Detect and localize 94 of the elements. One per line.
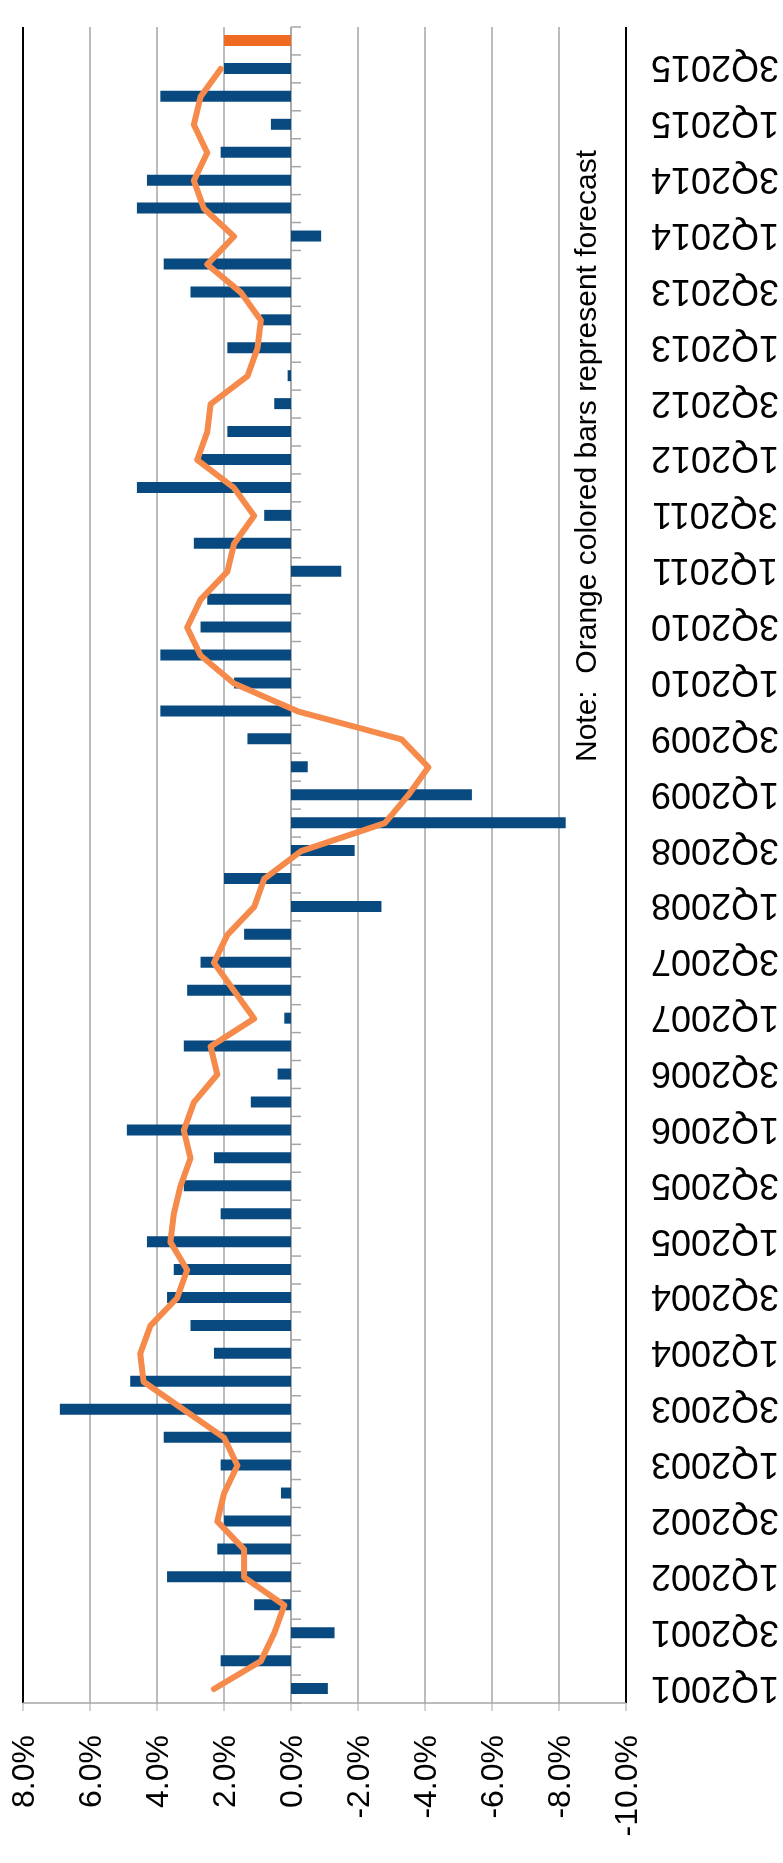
bar <box>190 1319 291 1331</box>
y-tick-label: 1Q2007 <box>650 998 780 1040</box>
bar <box>190 286 291 298</box>
x-tick-label: 4.0% <box>139 1735 175 1808</box>
bar <box>291 761 308 773</box>
bar <box>146 1236 291 1248</box>
y-tick-label: 3Q2002 <box>650 1500 780 1542</box>
bar <box>291 565 342 577</box>
x-tick-label: -4.0% <box>407 1735 443 1819</box>
bar <box>183 1180 291 1192</box>
y-tick-label: 1Q2009 <box>650 774 780 816</box>
y-tick-label: 1Q2004 <box>650 1333 780 1375</box>
bar <box>187 984 291 996</box>
bar <box>200 956 291 968</box>
bar <box>270 118 291 130</box>
bar <box>163 258 291 270</box>
bar <box>126 1124 291 1136</box>
bar <box>224 35 291 46</box>
x-tick-label: -6.0% <box>474 1735 510 1819</box>
x-tick-label: 2.0% <box>206 1735 242 1808</box>
bar <box>213 1347 291 1359</box>
bar <box>220 146 291 158</box>
bar <box>220 1208 291 1220</box>
y-tick-label: 3Q2012 <box>650 383 780 425</box>
bar <box>167 1292 291 1303</box>
x-tick-label: -10.0% <box>608 1735 644 1837</box>
bar <box>160 90 291 102</box>
bar <box>163 1431 291 1443</box>
y-tick-label: 3Q2007 <box>650 942 780 984</box>
bar <box>277 1068 291 1080</box>
bar <box>291 1683 328 1695</box>
bar <box>183 1040 291 1052</box>
x-tick-label: 6.0% <box>72 1735 108 1808</box>
bar <box>130 1375 291 1387</box>
y-tick-label: 3Q2003 <box>650 1389 780 1431</box>
bar <box>217 1543 291 1555</box>
bar <box>146 174 291 186</box>
bar <box>284 1012 291 1024</box>
bar <box>291 900 382 912</box>
annotation: Note: Orange colored bars represent forecast <box>568 149 602 762</box>
bar <box>291 1627 335 1639</box>
bar <box>193 537 291 549</box>
x-tick-label: -2.0% <box>340 1735 376 1819</box>
y-tick-label: 3Q2006 <box>650 1054 780 1095</box>
y-tick-label: 1Q2015 <box>650 104 780 146</box>
bar <box>280 1487 291 1499</box>
y-tick-label: 1Q2011 <box>652 551 778 593</box>
bar <box>224 62 291 74</box>
bar <box>59 1403 291 1415</box>
y-tick-label: 3Q2009 <box>650 718 780 760</box>
y-tick-label: 1Q2005 <box>650 1221 780 1263</box>
bar <box>291 789 472 801</box>
y-tick-label: 3Q2013 <box>650 271 780 313</box>
bar <box>173 1264 291 1276</box>
bar <box>160 649 291 661</box>
bar <box>264 509 291 521</box>
bar <box>250 1096 291 1108</box>
bar <box>247 733 291 745</box>
y-tick-label: 1Q2013 <box>650 327 780 369</box>
bar <box>244 928 291 940</box>
bar <box>224 1515 291 1527</box>
bar <box>167 1571 291 1583</box>
y-tick-label: 3Q2015 <box>650 48 780 90</box>
y-tick-label: 3Q2010 <box>650 607 780 649</box>
bar <box>274 398 291 410</box>
x-tick-label: -8.0% <box>541 1735 577 1819</box>
bar <box>227 426 291 438</box>
y-tick-label: 1Q2002 <box>650 1556 780 1598</box>
bar <box>291 230 322 242</box>
y-tick-label: 1Q2003 <box>650 1445 780 1487</box>
x-tick-label: 8.0% <box>5 1735 41 1808</box>
bar <box>207 593 291 605</box>
bar <box>260 314 291 326</box>
y-tick-label: 1Q2001 <box>650 1668 780 1710</box>
y-tick-label: 3Q2005 <box>650 1165 780 1207</box>
x-tick-label: 0.0% <box>273 1735 309 1808</box>
bar <box>136 202 291 214</box>
y-tick-label: 1Q2008 <box>650 886 780 928</box>
y-tick-label: 3Q2001 <box>650 1612 780 1654</box>
bar <box>213 1152 291 1164</box>
y-tick-label: 1Q2012 <box>650 439 780 481</box>
bar <box>200 621 291 633</box>
y-tick-label: 3Q2004 <box>650 1277 780 1319</box>
bar <box>200 454 291 465</box>
bar <box>160 705 291 717</box>
y-tick-label: 1Q2006 <box>650 1109 780 1151</box>
y-tick-label: 3Q2008 <box>650 830 780 872</box>
y-tick-label: 1Q2014 <box>650 216 780 257</box>
y-tick-label: 3Q2014 <box>650 160 780 202</box>
y-tick-label: 3Q2011 <box>652 495 778 537</box>
bar <box>136 481 291 493</box>
bar <box>291 817 566 829</box>
y-tick-label: 1Q2010 <box>650 662 780 704</box>
bar <box>220 1459 291 1471</box>
